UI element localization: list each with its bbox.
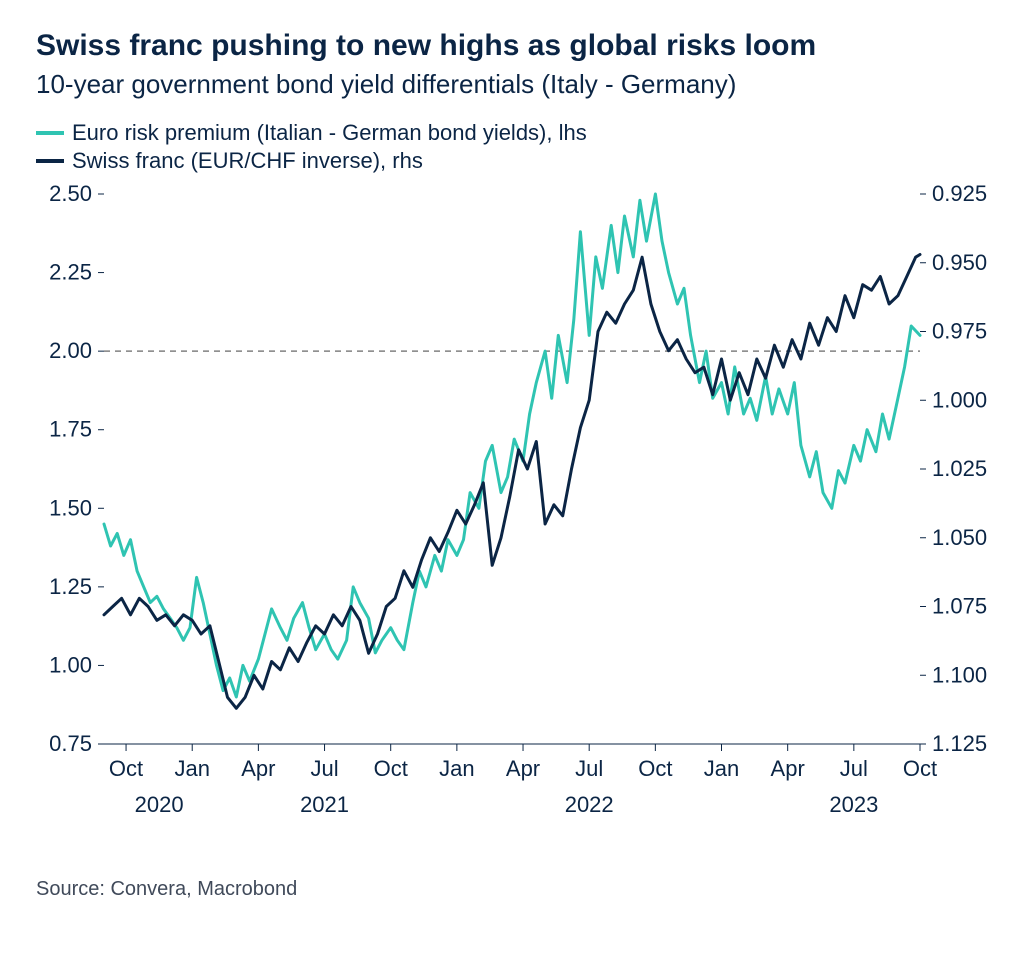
svg-text:1.100: 1.100 [932, 662, 987, 687]
svg-text:1.025: 1.025 [932, 456, 987, 481]
svg-text:2.00: 2.00 [49, 338, 92, 363]
legend-swatch-euro-risk [36, 131, 64, 135]
svg-text:1.050: 1.050 [932, 525, 987, 550]
svg-text:Apr: Apr [771, 756, 805, 781]
svg-text:2.25: 2.25 [49, 259, 92, 284]
svg-text:1.50: 1.50 [49, 495, 92, 520]
chart-page: Swiss franc pushing to new highs as glob… [0, 0, 1024, 958]
svg-text:0.925: 0.925 [932, 184, 987, 206]
svg-text:2.50: 2.50 [49, 184, 92, 206]
svg-text:Oct: Oct [109, 756, 143, 781]
chart-area: 0.75 1.00 1.25 1.50 1.75 2.00 2.25 2.50 0.925 0.9… [36, 184, 988, 864]
svg-text:0.975: 0.975 [932, 318, 987, 343]
svg-text:Apr: Apr [506, 756, 540, 781]
svg-text:1.075: 1.075 [932, 593, 987, 618]
svg-text:Oct: Oct [374, 756, 408, 781]
svg-text:2022: 2022 [565, 792, 614, 817]
chart-legend: Euro risk premium (Italian - German bond… [36, 120, 988, 174]
svg-text:1.75: 1.75 [49, 417, 92, 442]
svg-text:Jan: Jan [174, 756, 209, 781]
svg-text:2021: 2021 [300, 792, 349, 817]
legend-label-swiss-franc: Swiss franc (EUR/CHF inverse), rhs [72, 148, 423, 174]
chart-subtitle: 10-year government bond yield differenti… [36, 68, 988, 102]
chart-svg: 0.75 1.00 1.25 1.50 1.75 2.00 2.25 2.50 0.925 0.9… [36, 184, 988, 864]
svg-text:0.75: 0.75 [49, 731, 92, 756]
svg-text:Oct: Oct [903, 756, 937, 781]
svg-text:1.00: 1.00 [49, 652, 92, 677]
svg-text:Oct: Oct [638, 756, 672, 781]
svg-text:Jul: Jul [840, 756, 868, 781]
svg-text:Jan: Jan [704, 756, 739, 781]
svg-text:Apr: Apr [241, 756, 275, 781]
svg-text:1.25: 1.25 [49, 574, 92, 599]
legend-item-swiss-franc: Swiss franc (EUR/CHF inverse), rhs [36, 148, 988, 174]
chart-title: Swiss franc pushing to new highs as glob… [36, 28, 988, 64]
svg-text:1.000: 1.000 [932, 387, 987, 412]
legend-swatch-swiss-franc [36, 159, 64, 163]
chart-source: Source: Convera, Macrobond [36, 878, 988, 901]
svg-text:Jan: Jan [439, 756, 474, 781]
svg-text:Jul: Jul [575, 756, 603, 781]
svg-text:Jul: Jul [310, 756, 338, 781]
legend-item-euro-risk: Euro risk premium (Italian - German bond… [36, 120, 988, 146]
svg-text:0.950: 0.950 [932, 250, 987, 275]
legend-label-euro-risk: Euro risk premium (Italian - German bond… [72, 120, 587, 146]
svg-text:1.125: 1.125 [932, 731, 987, 756]
svg-text:2020: 2020 [135, 792, 184, 817]
svg-text:2023: 2023 [829, 792, 878, 817]
